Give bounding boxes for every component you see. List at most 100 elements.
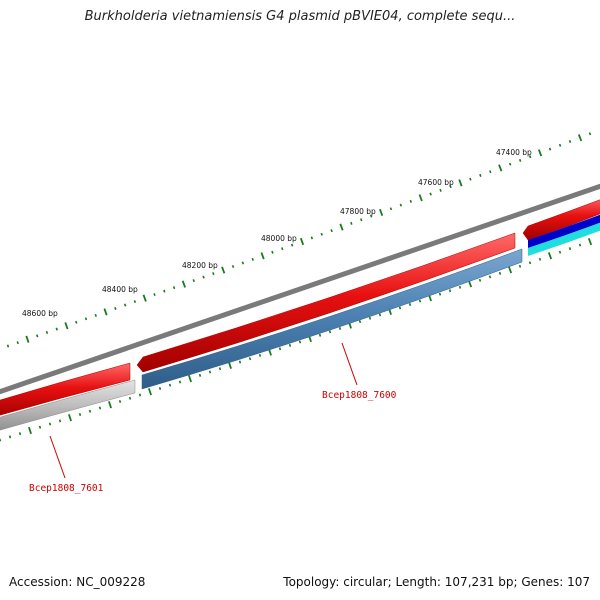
- scale-tick: [212, 272, 215, 276]
- scale-tick: [163, 289, 166, 293]
- gene-bar-reverse-blue[interactable]: [141, 248, 523, 390]
- scale-tick: [330, 229, 333, 233]
- gene-label[interactable]: Bcep1808_7600: [322, 390, 397, 401]
- scale-tick: [398, 306, 402, 310]
- gene-label[interactable]: Bcep1808_7601: [29, 483, 104, 494]
- scale-tick: [241, 261, 245, 265]
- scale-tick: [208, 370, 212, 374]
- scale-tick: [238, 360, 242, 364]
- scale-tick: [148, 388, 152, 396]
- scale-tick: [168, 383, 172, 387]
- scale-tick: [328, 330, 332, 334]
- scale-tick: [409, 199, 413, 203]
- scale-tick: [98, 406, 102, 410]
- scale-tick: [84, 317, 88, 321]
- scale-tick: [429, 192, 432, 196]
- scale-tick: [281, 247, 284, 251]
- scale-tick: [478, 278, 482, 282]
- gene-callout-line: [341, 342, 358, 386]
- scale-tick: [68, 414, 72, 422]
- scale-tick: [518, 158, 522, 162]
- backbone-circle: [0, 183, 600, 395]
- scale-tick: [498, 164, 503, 172]
- scale-tick: [123, 303, 127, 307]
- scale-tick: [36, 334, 39, 338]
- gene-arrow-forward-right[interactable]: [522, 196, 600, 241]
- scale-label: 48400 bp: [102, 285, 138, 294]
- scale-tick: [28, 426, 32, 435]
- gene-arrow-forward-center[interactable]: [136, 232, 516, 373]
- scale-tick: [192, 279, 195, 283]
- scale-tick: [202, 275, 205, 279]
- scale-tick: [469, 177, 472, 181]
- scale-tick: [251, 257, 254, 261]
- scale-tick: [231, 265, 235, 268]
- scale-tick: [537, 149, 543, 157]
- scale-tick: [248, 357, 252, 361]
- scale-tick: [518, 264, 522, 268]
- scale-tick: [378, 313, 382, 317]
- scale-tick: [6, 344, 10, 348]
- scale-tick: [103, 308, 108, 316]
- scale-tick: [258, 353, 262, 357]
- scale-tick: [498, 271, 502, 275]
- scale-tick: [142, 294, 147, 302]
- scale-ticks-outer: [6, 132, 592, 348]
- gene-arrow-forward-left[interactable]: [0, 362, 131, 418]
- scale-tick: [188, 375, 192, 383]
- scale-tick: [360, 218, 363, 222]
- scale-tick: [338, 326, 342, 330]
- scale-tick: [568, 247, 572, 251]
- scale-tick: [379, 208, 384, 217]
- scale-tick: [153, 293, 156, 297]
- scale-tick: [558, 143, 562, 147]
- scale-tick: [528, 155, 532, 159]
- scale-tick: [133, 300, 137, 304]
- scale-tick: [558, 250, 562, 254]
- scale-tick: [369, 214, 373, 218]
- scale-tick: [577, 134, 583, 142]
- scale-tick: [48, 422, 52, 426]
- scale-tick: [418, 194, 423, 202]
- scale-ticks-inner: [0, 237, 593, 442]
- scale-tick: [55, 327, 58, 331]
- scale-tick: [108, 401, 112, 409]
- scale-tick: [438, 292, 442, 296]
- scale-tick: [458, 285, 462, 289]
- scale-label: 47800 bp: [340, 207, 376, 216]
- scale-tick: [489, 170, 492, 174]
- topology-summary-text: Topology: circular; Length: 107,231 bp; …: [283, 575, 590, 589]
- scale-tick: [399, 203, 403, 207]
- scale-tick: [94, 313, 97, 317]
- scale-tick: [114, 307, 117, 310]
- scale-tick: [38, 425, 42, 429]
- scale-tick: [158, 386, 162, 390]
- scale-tick: [78, 412, 82, 416]
- scale-label: 47400 bp: [496, 148, 532, 157]
- scale-label: 48200 bp: [182, 261, 218, 270]
- scale-tick: [181, 280, 186, 288]
- gene-bar-reverse-dark-blue[interactable]: [528, 211, 600, 248]
- scale-tick: [318, 333, 322, 337]
- scale-tick: [198, 373, 202, 377]
- map-title: Burkholderia vietnamiensis G4 plasmid pB…: [84, 9, 516, 24]
- scale-tick: [288, 343, 292, 347]
- scale-tick: [299, 237, 305, 246]
- scale-tick: [260, 252, 265, 260]
- scale-tick: [228, 361, 232, 369]
- scale-tick: [75, 320, 78, 324]
- scale-tick: [218, 367, 222, 371]
- gene-bar-reverse-cyan[interactable]: [528, 219, 600, 256]
- gene-bar-reverse-grey[interactable]: [0, 379, 136, 433]
- scale-tick: [439, 188, 442, 192]
- scale-tick: [128, 396, 132, 400]
- scale-tick: [578, 243, 582, 247]
- scale-tick: [568, 140, 572, 143]
- scale-tick: [449, 185, 452, 189]
- scale-tick: [290, 243, 294, 247]
- accession-text: Accession: NC_009228: [9, 575, 146, 589]
- scale-tick: [178, 380, 182, 384]
- scale-tick: [548, 147, 552, 151]
- scale-tick: [508, 162, 512, 166]
- scale-tick: [310, 236, 314, 240]
